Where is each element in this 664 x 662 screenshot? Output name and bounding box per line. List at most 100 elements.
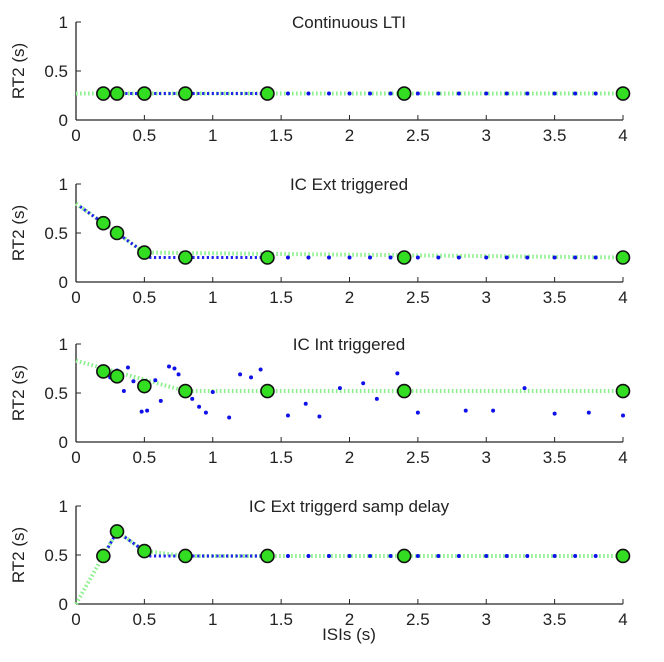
rt2-marker: [615, 383, 631, 399]
rt2-marker: [178, 250, 193, 265]
rt2-marker: [396, 548, 412, 564]
rt2-marker: [615, 548, 631, 564]
rt2-dot: [415, 91, 420, 96]
rt2-dot: [238, 372, 243, 377]
rt2-marker: [260, 548, 275, 564]
rt2-dot: [347, 255, 352, 260]
rt2-dot: [285, 255, 290, 260]
rt2-dot: [456, 255, 461, 260]
fit-line: [75, 358, 623, 394]
rt2-dot: [621, 413, 625, 418]
x-tick-label: 1.5: [269, 448, 293, 467]
rt2-dot: [456, 91, 461, 96]
x-tick-label: 0.5: [133, 126, 157, 145]
rt2-marker: [178, 86, 193, 101]
y-tick-label: 0.5: [44, 62, 68, 81]
rt2-marker: [109, 369, 125, 384]
x-tick-label: 1: [208, 610, 217, 629]
x-tick-label: 3: [482, 448, 491, 467]
rt2-dot: [121, 389, 126, 394]
panel-title: Continuous LTI: [292, 13, 406, 32]
rt2-dot: [593, 553, 598, 558]
rt2-dot: [158, 398, 163, 403]
rt2-dot: [153, 378, 158, 383]
rt2-dot: [210, 390, 215, 395]
panel-ic-ext-triggered: IC Ext triggered RT2 (s) 0 0.5 1 1.5 2 2.5 3 3.…: [9, 175, 631, 307]
rt2-marker: [396, 86, 412, 101]
panel-ic-ext-triggerd-samp-delay: IC Ext triggerd samp delay RT2 (s) 0 0.5 1…: [9, 497, 631, 644]
rt2-dot: [176, 372, 181, 377]
x-tick-label: 0: [71, 288, 80, 307]
rt2-dot: [586, 410, 591, 415]
rt2-dot: [368, 553, 373, 558]
rt2-dot: [285, 91, 290, 96]
rt2-dot: [337, 386, 342, 391]
rt2-dot: [131, 379, 136, 384]
x-tick-label: 3: [482, 126, 491, 145]
rt2-dot: [484, 553, 489, 558]
x-tick-label: 1.5: [269, 610, 293, 629]
rt2-dot: [491, 408, 496, 413]
rt2-marker: [137, 86, 152, 101]
rt2-marker: [109, 524, 125, 539]
x-tick-label: 3.5: [543, 288, 567, 307]
rt2-dot: [522, 386, 527, 391]
panel-continuous-lti: Continuous LTI RT2 (s) 0 0.5 1 1.5 2 2.5 3 3.5 4…: [9, 13, 631, 145]
y-tick-label: 1: [59, 335, 68, 354]
rt2-dot: [306, 255, 311, 260]
x-tick-label: 0.5: [133, 610, 157, 629]
rt2-marker: [96, 548, 111, 564]
x-tick-label: 4: [618, 288, 627, 307]
rt2-dot: [306, 91, 311, 96]
y-tick-label: 1: [59, 175, 68, 194]
x-tick-label: 4: [618, 448, 627, 467]
rt2-marker: [260, 383, 275, 399]
rt2-dot: [552, 553, 557, 558]
panel-title: IC Ext triggerd samp delay: [249, 497, 450, 516]
plot-area: 0 0.5 1 1.5 2 2.5 3 3.5 4 0 0.5 1: [44, 175, 631, 307]
x-tick-label: 1: [208, 288, 217, 307]
y-axis-label: RT2 (s): [9, 43, 28, 99]
x-tick-label: 1.5: [269, 126, 293, 145]
x-tick-label: 1: [208, 126, 217, 145]
rt2-dot: [593, 255, 598, 260]
rt2-dot: [306, 553, 311, 558]
y-tick-label: 0: [59, 273, 68, 292]
rt2-dot: [125, 365, 130, 370]
x-tick-label: 2: [345, 448, 354, 467]
rt2-dot: [573, 255, 578, 260]
rt2-dot: [285, 413, 290, 418]
rt2-dot: [249, 375, 254, 380]
rt2-dot: [415, 255, 420, 260]
plot-area: 0 0.5 1 1.5 2 2.5 3 3.5 4 0 0.5 1: [44, 497, 631, 629]
rt2-marker: [109, 225, 125, 241]
rt2-marker: [137, 543, 152, 559]
x-tick-label: 3.5: [543, 448, 567, 467]
rt2-dot: [172, 366, 177, 371]
rt2-dot: [347, 91, 352, 96]
rt2-dot: [285, 553, 290, 558]
rt2-marker: [396, 250, 412, 265]
y-axis-label: RT2 (s): [9, 205, 28, 261]
y-tick-label: 0.5: [44, 546, 68, 565]
panel-title: IC Int triggered: [293, 335, 405, 354]
rt2-dot: [395, 371, 400, 376]
rt2-dot: [525, 91, 530, 96]
x-tick-label: 3.5: [543, 610, 567, 629]
fit-line: [74, 201, 624, 260]
rt2-dot: [317, 414, 322, 419]
x-tick-label: 0: [71, 610, 80, 629]
x-tick-label: 2.5: [406, 288, 430, 307]
rt2-dot: [415, 410, 420, 415]
rt2-marker: [615, 86, 631, 101]
x-tick-label: 2: [345, 126, 354, 145]
rt2-marker: [396, 383, 412, 399]
rt2-dot: [203, 410, 208, 415]
rt2-marker: [96, 215, 111, 231]
rt2-marker: [109, 86, 125, 101]
rt2-dot: [573, 553, 578, 558]
rt2-dot: [484, 255, 489, 260]
x-tick-label: 3.5: [543, 126, 567, 145]
rt2-dot: [374, 396, 379, 401]
